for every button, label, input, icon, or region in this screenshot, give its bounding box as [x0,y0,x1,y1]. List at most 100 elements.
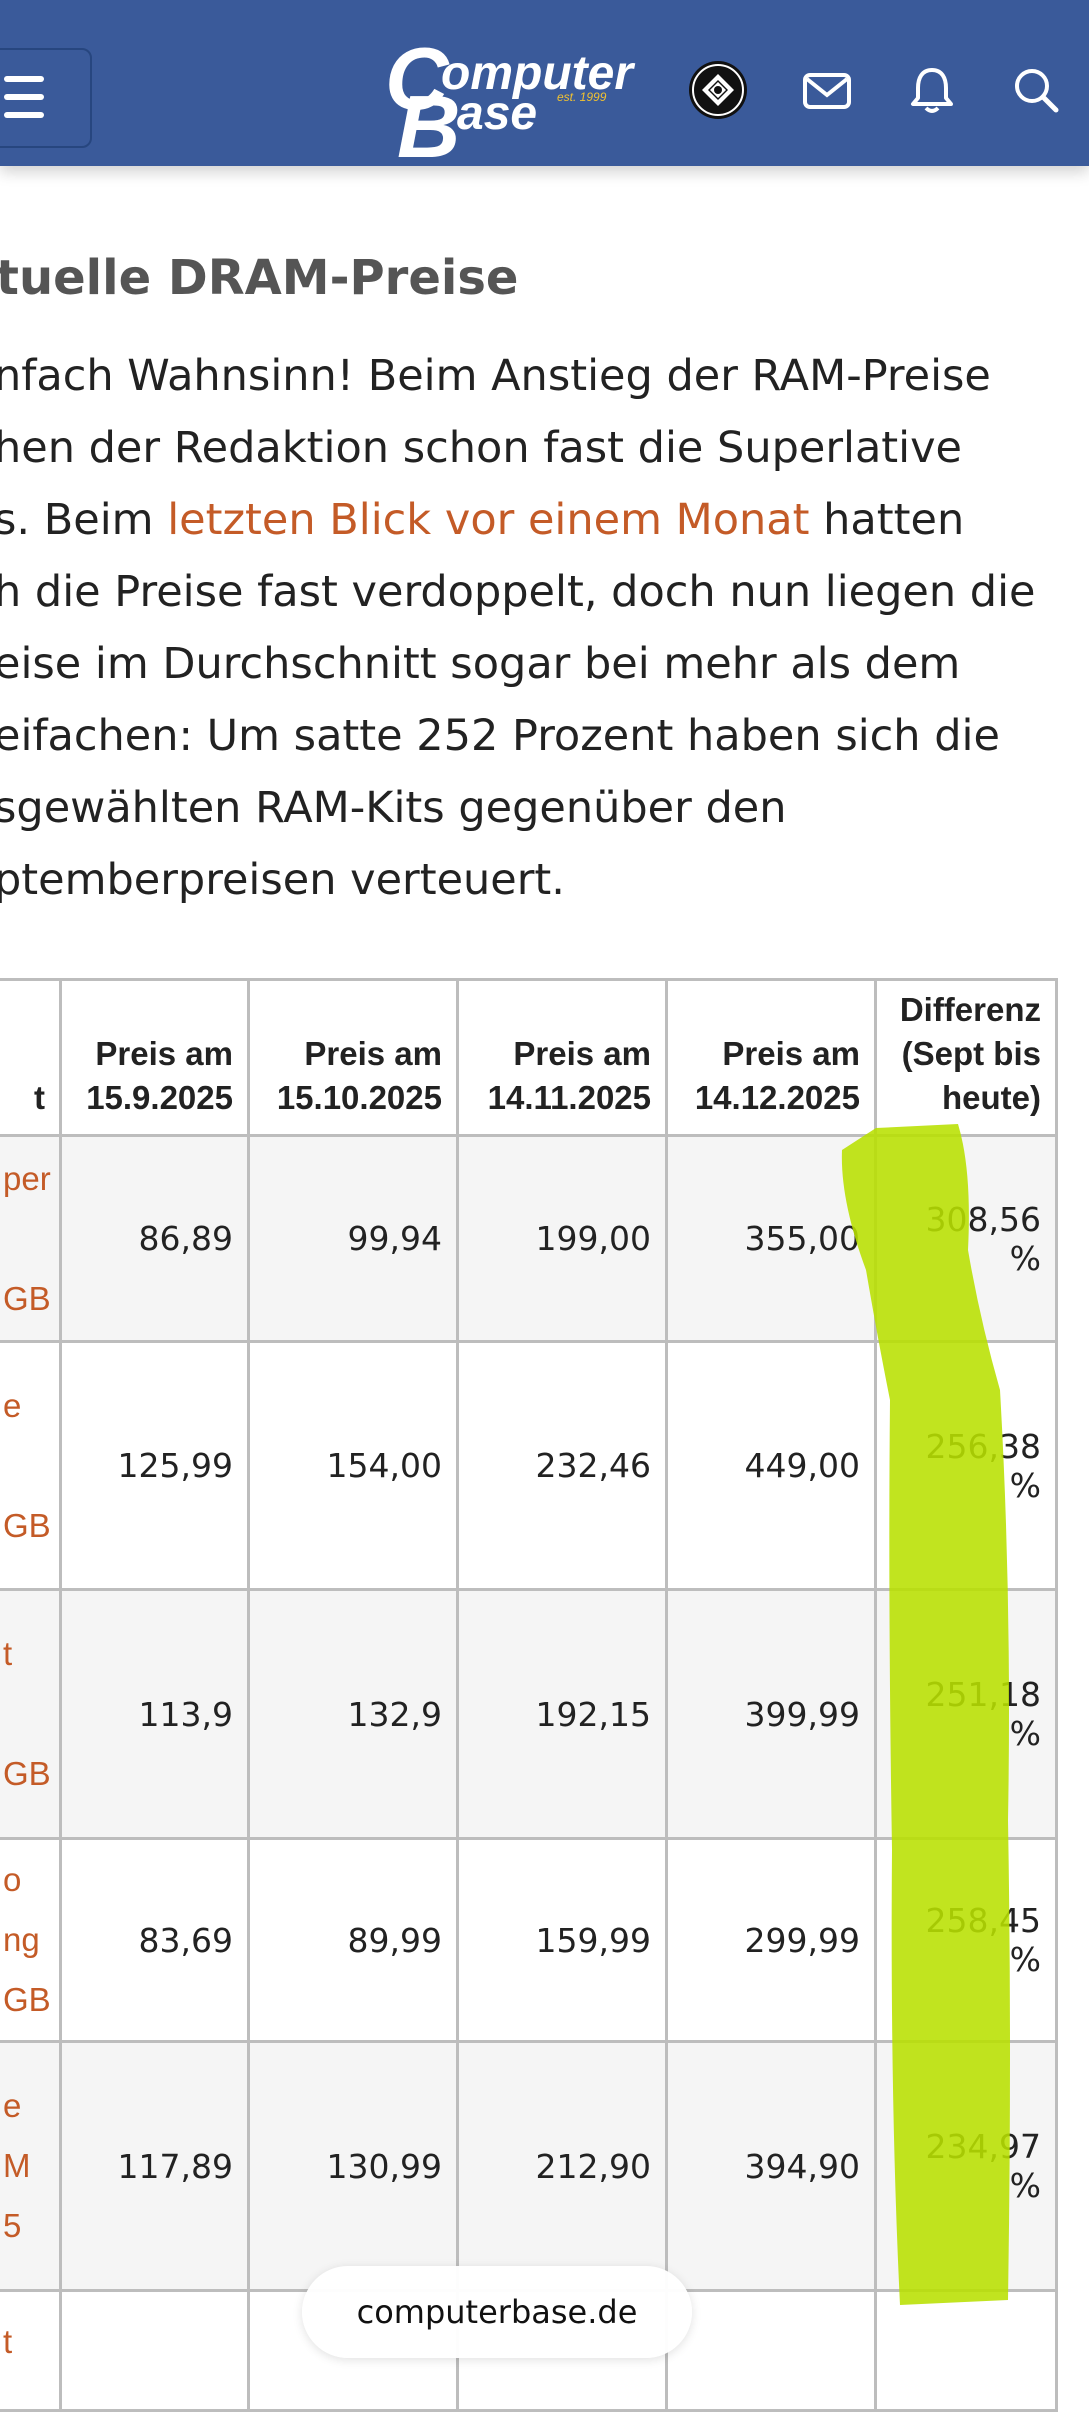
menu-icon-bar [4,112,44,118]
product-name-part: per [3,1159,51,1197]
product-link[interactable]: e GB [0,1340,62,1591]
paragraph-line: sgewählten RAM-Kits gegenüber den [0,783,787,833]
product-name-part: GB [3,1755,51,1792]
product-name-part: ng [3,1921,40,1958]
header-text: t [34,1079,45,1116]
difference-cell: 308,56 % [874,1134,1058,1343]
price-cell: 89,99 [247,1837,459,2043]
header-text: Differenz [899,991,1041,1028]
header-text: heute) [942,1079,1041,1116]
product-name-part: t [3,2323,13,2360]
header-text: Preis am [95,1035,233,1072]
difference-cell: 234,97 % [874,2040,1058,2292]
table-row: t GB 113,9 132,9 192,15 399,99 251,18 % [0,1588,1058,1840]
price-cell: 192,15 [456,1588,668,1840]
paragraph-line: eise im Durchschnitt sogar bei mehr als … [0,639,961,689]
logo-est: est. 1999 [557,90,607,104]
price-cell: 83,69 [59,1837,250,2043]
price-cell: 154,00 [247,1340,459,1591]
logo-letter-b: B [397,77,461,176]
price-cell: 99,94 [247,1134,459,1343]
product-name-part: GB [3,1981,51,2018]
price-cell [665,2289,877,2412]
paragraph-line: nfach Wahnsinn! Beim Anstieg der RAM-Pre… [0,351,991,401]
article-paragraph: nfach Wahnsinn! Beim Anstieg der RAM-Pre… [0,340,1089,916]
header-text: (Sept bis [901,1035,1041,1072]
bell-icon[interactable] [902,60,962,120]
paragraph-text: s. Beim [0,495,168,545]
price-cell: 299,99 [665,1837,877,2043]
price-cell: 113,9 [59,1588,250,1840]
column-header-price-dec[interactable]: Preis am 14.12.2025 [665,978,877,1137]
table-row: e GB 125,99 154,00 232,46 449,00 256,38 % [0,1340,1058,1591]
header-text: 14.12.2025 [694,1079,860,1116]
header-text: 15.9.2025 [86,1079,233,1116]
computerbase-logo[interactable]: C B omputer ase est. 1999 [385,29,633,176]
menu-icon-bar [4,94,44,100]
logo-word-top: omputer [441,47,633,100]
table-row: o ng GB 83,69 89,99 159,99 299,99 258,45 % [0,1837,1058,2043]
price-cell: 130,99 [247,2040,459,2292]
dram-price-table: t Preis am 15.9.2025 Preis am 15.10.2025 P… [0,978,1058,2412]
paragraph-text: hatten [809,495,965,545]
site-header: C B omputer ase est. 1999 [0,0,1089,176]
product-name-part: o [3,1861,22,1898]
price-cell: 159,99 [456,1837,668,2043]
product-link[interactable]: t [0,2289,62,2412]
community-icon[interactable] [688,60,748,120]
difference-cell [874,2289,1058,2412]
price-cell: 355,00 [665,1134,877,1343]
url-text: computerbase.de [356,2293,638,2331]
mail-icon[interactable] [797,60,857,120]
product-name-part: GB [3,1506,51,1544]
price-cell: 125,99 [59,1340,250,1591]
product-name-part: 5 [3,2207,22,2244]
column-header-price-sep[interactable]: Preis am 15.9.2025 [59,978,250,1137]
product-name-part: t [3,1635,13,1672]
logo-word-bottom: ase [457,87,538,140]
product-link[interactable]: t GB [0,1588,62,1840]
article-link[interactable]: letzten Blick vor einem Monat [167,495,810,545]
product-name-part: e [3,1386,22,1424]
header-text: Preis am [513,1035,651,1072]
header-text: Preis am [304,1035,442,1072]
price-cell: 394,90 [665,2040,877,2292]
browser-url-bar[interactable]: computerbase.de [302,2266,692,2358]
menu-button[interactable] [0,48,92,148]
column-header-product[interactable]: t [0,978,62,1137]
column-header-price-oct[interactable]: Preis am 15.10.2025 [247,978,459,1137]
search-icon[interactable] [1006,60,1066,120]
difference-cell: 256,38 % [874,1340,1058,1591]
header-text: 15.10.2025 [276,1079,442,1116]
product-link[interactable]: o ng GB [0,1837,62,2043]
price-cell: 449,00 [665,1340,877,1591]
logo-letter-c: C [385,29,449,128]
paragraph-line: h die Preise fast verdoppelt, doch nun l… [0,567,1036,617]
product-link[interactable]: per GB [0,1134,62,1343]
difference-cell: 251,18 % [874,1588,1058,1840]
menu-icon [4,76,44,82]
price-cell: 232,46 [456,1340,668,1591]
paragraph-line: eifachen: Um satte 252 Prozent haben sic… [0,711,1000,761]
paragraph-line: s. Beim letzten Blick vor einem Monat ha… [0,484,1089,556]
product-name-part: e [3,2087,22,2124]
price-cell: 212,90 [456,2040,668,2292]
column-header-difference[interactable]: Differenz (Sept bis heute) [874,978,1058,1137]
price-cell [59,2289,250,2412]
price-cell: 86,89 [59,1134,250,1343]
product-name-part: GB [3,1279,51,1317]
price-cell: 117,89 [59,2040,250,2292]
price-cell: 399,99 [665,1588,877,1840]
paragraph-line: ptemberpreisen verteuert. [0,855,565,905]
column-header-price-nov[interactable]: Preis am 14.11.2025 [456,978,668,1137]
header-text: Preis am [722,1035,860,1072]
paragraph-line: hen der Redaktion schon fast die Superla… [0,423,963,473]
table-row: per GB 86,89 99,94 199,00 355,00 308,56 % [0,1134,1058,1343]
price-cell: 132,9 [247,1588,459,1840]
header-text: 14.11.2025 [487,1079,651,1116]
section-heading: tuelle DRAM-Preise [0,250,519,306]
table-header-row: t Preis am 15.9.2025 Preis am 15.10.2025 P… [0,978,1058,1137]
price-cell: 199,00 [456,1134,668,1343]
